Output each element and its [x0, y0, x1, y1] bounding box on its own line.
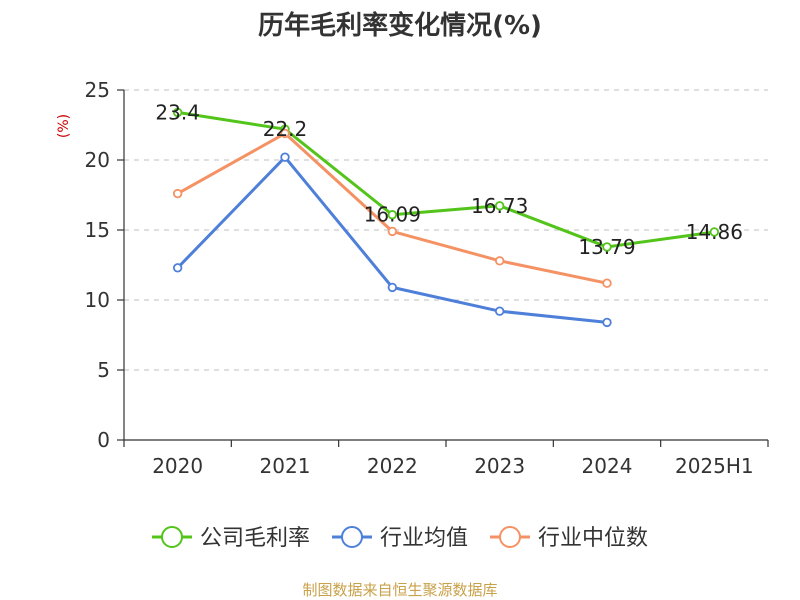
chart-title: 历年毛利率变化情况(%)	[258, 10, 542, 41]
legend-item-2[interactable]: 行业中位数	[490, 526, 648, 551]
legend-item-0[interactable]: 公司毛利率	[152, 526, 310, 551]
series-line-0	[176, 110, 716, 249]
y-axis-unit: (%)	[56, 114, 72, 138]
series-0-point-2020	[172, 107, 183, 118]
series-lines	[172, 107, 720, 328]
data-label-2022: 16.09	[364, 203, 421, 227]
legend[interactable]: 公司毛利率 行业均值 行业中位数	[152, 526, 648, 551]
series-2-point-2023	[494, 256, 505, 266]
x-tick-label-2025H1: 2025H1	[675, 454, 754, 478]
y-tick-label-0: 0	[97, 428, 110, 452]
data-label-2023: 16.73	[471, 194, 528, 218]
legend-marker-2	[499, 526, 521, 548]
series-2-point-2020	[172, 188, 183, 199]
series-2-point-2024	[602, 278, 612, 288]
series-2-point-2022	[387, 226, 398, 237]
y-tick-label-10: 10	[85, 288, 110, 312]
series-0-point-2022	[387, 210, 398, 220]
series-line-1	[176, 155, 609, 324]
legend-marker-0	[161, 526, 183, 548]
legend-item-1[interactable]: 行业均值	[332, 526, 468, 551]
series-1-point-2023	[494, 306, 505, 316]
legend-label-1: 行业均值	[380, 526, 468, 551]
x-tick-label-2024: 2024	[582, 454, 633, 478]
x-tick-label-2022: 2022	[367, 454, 418, 478]
x-tick-label-2023: 2023	[474, 454, 525, 478]
series-1-point-2020	[172, 263, 183, 273]
data-label-2024: 13.79	[578, 235, 635, 259]
series-0-point-2025H1	[709, 227, 720, 237]
y-tick-label-20: 20	[85, 148, 110, 172]
x-tick-label-2021: 2021	[260, 454, 311, 478]
data-label-2020: 23.4	[155, 100, 200, 124]
legend-label-0: 公司毛利率	[200, 526, 310, 551]
data-label-2025H1: 14.86	[686, 220, 743, 244]
series-0-point-2023	[494, 201, 505, 211]
legend-label-2: 行业中位数	[538, 526, 648, 551]
series-1-point-2024	[602, 317, 612, 328]
series-1-point-2022	[387, 282, 398, 293]
source-note: 制图数据来自恒生聚源数据库	[302, 581, 497, 599]
y-tick-label-25: 25	[85, 78, 110, 102]
grid-lines	[124, 89, 768, 371]
series-2-point-2021	[280, 128, 290, 139]
series-1-point-2021	[280, 152, 290, 162]
data-labels: 23.4 22.2 16.09 16.73 13.79 14.86	[155, 100, 743, 259]
legend-marker-1	[341, 526, 363, 548]
y-tick-label-5: 5	[97, 358, 110, 382]
axes: 0 5 10 15 20 25 2020 2021 2022 2023 2024 2025H1	[85, 78, 769, 478]
data-label-2021: 22.2	[263, 117, 308, 141]
x-tick-label-2020: 2020	[152, 454, 203, 478]
y-tick-label-15: 15	[85, 218, 110, 242]
series-0-point-2024	[602, 242, 612, 252]
